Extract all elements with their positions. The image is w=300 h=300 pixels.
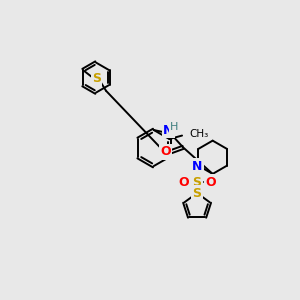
Text: CH₃: CH₃	[190, 129, 209, 140]
Text: O: O	[160, 146, 171, 158]
Text: S: S	[92, 72, 101, 85]
Text: N: N	[192, 160, 202, 172]
Text: S: S	[193, 187, 202, 200]
Text: O: O	[205, 176, 216, 189]
Text: H: H	[170, 122, 179, 132]
Text: S: S	[193, 176, 202, 189]
Text: N: N	[163, 124, 173, 137]
Text: O: O	[178, 176, 189, 189]
